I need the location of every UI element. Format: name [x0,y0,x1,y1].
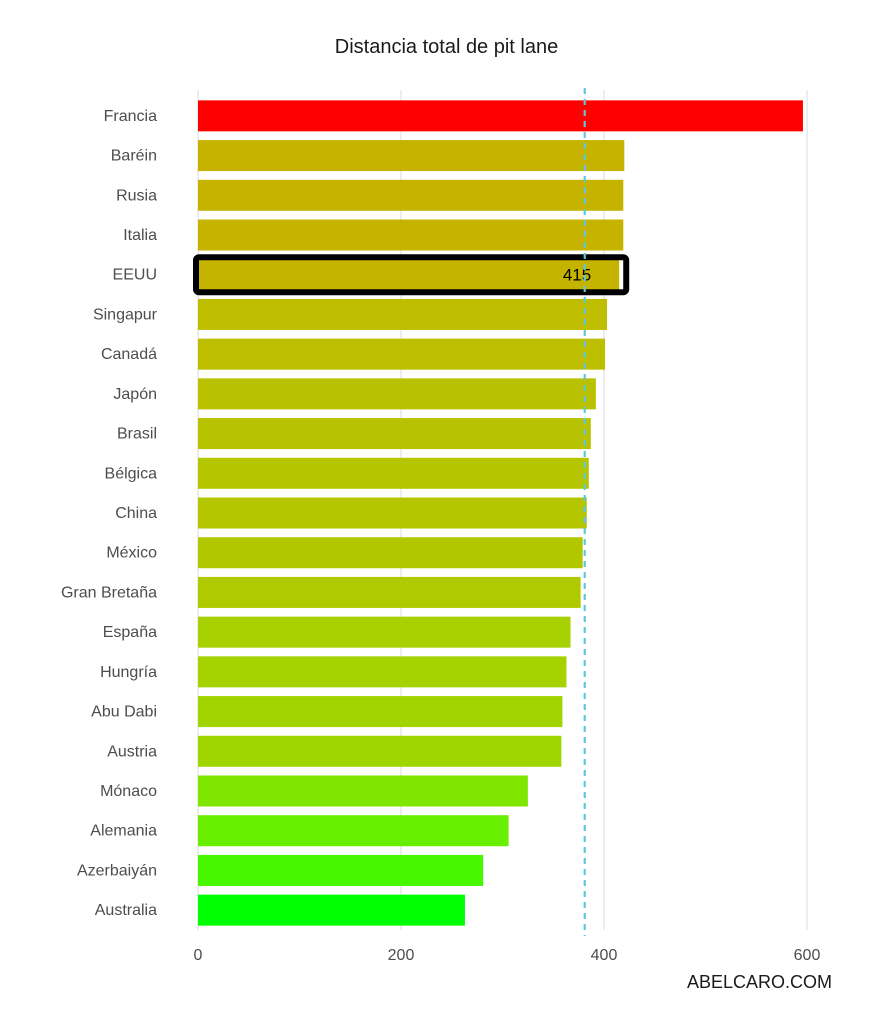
category-label: Azerbaiyán [77,862,157,879]
category-label: Hungría [100,664,157,681]
x-tick-label: 600 [794,947,821,964]
category-label: México [106,545,157,562]
bar-china [198,497,587,529]
watermark: ABELCARO.COM [686,972,832,992]
bar-hungría [198,656,567,688]
x-tick-label: 200 [388,947,415,964]
x-tick-label: 0 [194,947,203,964]
bar-gran bretaña [198,576,581,608]
bar-japón [198,378,596,410]
x-tick-label: 400 [591,947,618,964]
category-label: Brasil [117,426,157,443]
bar-austria [198,735,562,767]
bar-baréin [198,140,625,172]
category-label: Rusia [116,187,157,204]
category-label: Mónaco [100,783,157,800]
bar-rusia [198,179,624,211]
bar-abu dabi [198,696,563,728]
bar-brasil [198,418,591,450]
category-label: Italia [123,227,157,244]
category-label: Canadá [101,346,157,363]
bar-azerbaiyán [198,854,484,886]
category-label: EEUU [113,267,157,284]
category-label: Japón [113,386,157,403]
chart-title: Distancia total de pit lane [334,36,559,58]
category-label: Singapur [93,306,158,323]
bar-alemania [198,815,509,847]
category-label: China [115,505,157,522]
category-label: España [103,624,157,641]
category-label: Baréin [111,148,157,165]
category-label: Australia [95,902,157,919]
bar-francia [198,100,803,132]
category-label: Abu Dabi [91,704,157,721]
category-label: Francia [104,108,157,125]
bar-mónaco [198,775,528,807]
bar-italia [198,219,624,251]
bar-singapur [198,298,608,330]
bar-eeuu [198,259,620,291]
data-label: 415 [563,266,591,285]
category-label: Austria [107,743,157,760]
category-label: Bélgica [105,465,158,482]
highlight-box [193,254,630,296]
bar-méxico [198,537,583,569]
bar-australia [198,894,465,926]
bar-canadá [198,338,606,370]
bar-bélgica [198,457,589,489]
bar-españa [198,616,571,648]
category-label: Alemania [90,823,157,840]
category-label: Gran Bretaña [61,584,157,601]
